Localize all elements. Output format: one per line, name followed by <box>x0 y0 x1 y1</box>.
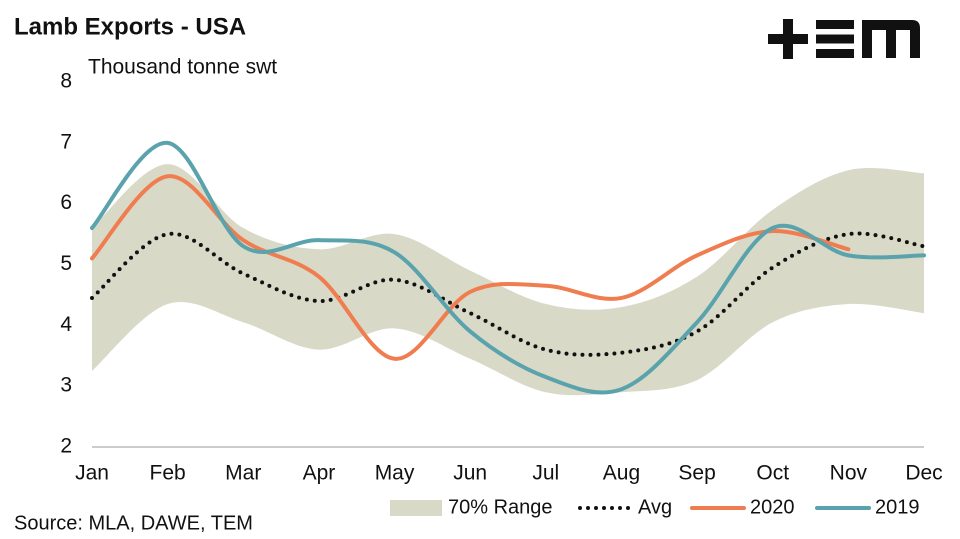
line <box>90 231 926 357</box>
legend-label: 2020 <box>750 496 795 518</box>
logo <box>768 19 920 59</box>
y-tick-label: 4 <box>60 313 72 336</box>
x-tick-label: Jun <box>453 462 487 485</box>
x-tick-label: Oct <box>756 462 789 485</box>
y-tick-label: 7 <box>60 130 72 153</box>
chart-title: Lamb Exports - USA <box>14 13 246 40</box>
legend-label: 70% Range <box>448 496 553 518</box>
x-tick-label: May <box>375 462 415 485</box>
legend-label: Avg <box>638 496 672 518</box>
x-tick-label: Aug <box>603 462 640 485</box>
line <box>90 140 926 395</box>
y-tick-label: 6 <box>60 191 72 214</box>
range-area <box>92 164 924 396</box>
y-tick-label: 3 <box>60 374 72 397</box>
source: Source: MLA, DAWE, TEM <box>14 512 253 534</box>
x-tick-label: Feb <box>150 462 186 485</box>
x-tick-label: Sep <box>678 462 715 485</box>
y-axis-label: Thousand tonne swt <box>88 56 277 79</box>
x-tick-label: Jan <box>75 462 109 485</box>
legend-swatch <box>390 500 442 516</box>
x-tick-label: Dec <box>905 462 942 485</box>
line <box>90 174 851 361</box>
legend-label: 2019 <box>875 496 920 518</box>
x-tick-label: Mar <box>225 462 261 485</box>
x-tick-label: Jul <box>532 462 559 485</box>
x-tick-label: Apr <box>303 462 336 485</box>
y-tick-label: 5 <box>60 252 72 275</box>
y-tick-label: 2 <box>60 435 72 458</box>
x-tick-label: Nov <box>830 462 868 485</box>
y-tick-label: 8 <box>60 70 72 93</box>
